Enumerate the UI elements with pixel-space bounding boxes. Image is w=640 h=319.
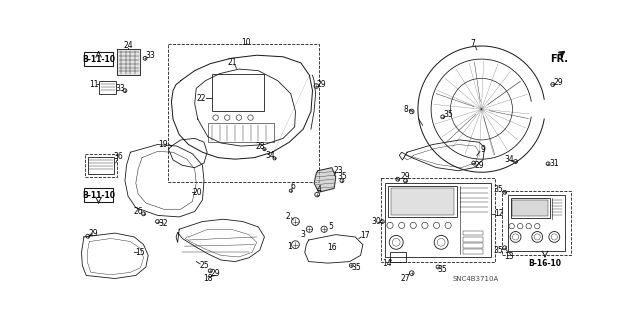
Text: 19: 19 <box>158 140 168 149</box>
Bar <box>508 195 565 251</box>
Bar <box>463 231 483 235</box>
Bar <box>99 81 116 94</box>
Text: SNC4B3710A: SNC4B3710A <box>452 276 499 282</box>
Text: 17: 17 <box>360 231 370 240</box>
Text: 29: 29 <box>401 172 410 181</box>
Text: B-11-10: B-11-10 <box>82 55 115 63</box>
Text: 7: 7 <box>470 39 476 48</box>
Text: 10: 10 <box>241 38 251 47</box>
Bar <box>502 191 571 256</box>
Bar <box>168 44 319 182</box>
Text: 30: 30 <box>371 217 381 226</box>
Text: 28: 28 <box>255 142 264 151</box>
Text: 35: 35 <box>337 172 347 181</box>
Text: 14: 14 <box>382 259 392 268</box>
Text: 35: 35 <box>493 246 504 255</box>
Text: 35: 35 <box>444 110 453 119</box>
Bar <box>511 198 550 218</box>
Bar <box>88 157 114 174</box>
Text: 29: 29 <box>211 269 220 278</box>
Bar <box>208 123 274 142</box>
Polygon shape <box>117 49 140 75</box>
Bar <box>84 52 113 66</box>
Text: 11: 11 <box>89 80 99 89</box>
Text: 33: 33 <box>115 84 125 93</box>
Polygon shape <box>314 168 336 192</box>
Text: 31: 31 <box>550 159 559 168</box>
Text: 12: 12 <box>493 209 503 218</box>
Text: 21: 21 <box>228 58 237 67</box>
Text: 18: 18 <box>203 274 212 283</box>
Bar <box>391 189 454 215</box>
Text: 29: 29 <box>554 78 563 87</box>
Text: 29: 29 <box>88 229 98 238</box>
Text: 35: 35 <box>438 265 447 274</box>
Text: 5: 5 <box>328 222 333 231</box>
Bar <box>463 237 483 241</box>
Text: 34: 34 <box>504 155 514 164</box>
Text: 3: 3 <box>300 230 305 239</box>
Text: 29: 29 <box>474 161 484 170</box>
Text: 24: 24 <box>124 41 133 50</box>
Text: 29: 29 <box>317 80 326 89</box>
Bar <box>381 178 495 262</box>
Text: 15: 15 <box>136 248 145 257</box>
Text: 35: 35 <box>493 185 504 194</box>
Text: 9: 9 <box>481 145 485 154</box>
Bar <box>513 200 548 216</box>
Text: 33: 33 <box>146 51 156 61</box>
Bar <box>84 154 117 177</box>
Text: 23: 23 <box>333 166 343 175</box>
Bar <box>385 183 491 257</box>
Text: 1: 1 <box>287 242 292 251</box>
Text: 20: 20 <box>193 188 203 197</box>
Text: 36: 36 <box>114 152 124 161</box>
Text: 2: 2 <box>285 212 290 221</box>
Text: 16: 16 <box>327 243 337 252</box>
Bar <box>463 249 483 254</box>
Text: B-16-10: B-16-10 <box>529 259 561 268</box>
Text: 26: 26 <box>133 207 143 216</box>
Text: 4: 4 <box>316 185 321 195</box>
Text: 22: 22 <box>197 94 207 103</box>
Bar <box>84 189 113 202</box>
Text: 8: 8 <box>403 105 408 114</box>
Bar <box>390 252 406 262</box>
Text: 35: 35 <box>351 263 361 272</box>
Bar <box>212 74 264 111</box>
Text: FR.: FR. <box>550 54 568 64</box>
Bar <box>463 243 483 248</box>
Text: 32: 32 <box>159 219 168 227</box>
Text: 13: 13 <box>504 252 514 261</box>
Text: 25: 25 <box>199 261 209 270</box>
Text: 34: 34 <box>265 151 275 160</box>
Text: 6: 6 <box>291 182 296 191</box>
Bar <box>388 186 457 217</box>
Text: B-11-10: B-11-10 <box>82 191 115 200</box>
Text: 27: 27 <box>401 274 410 283</box>
